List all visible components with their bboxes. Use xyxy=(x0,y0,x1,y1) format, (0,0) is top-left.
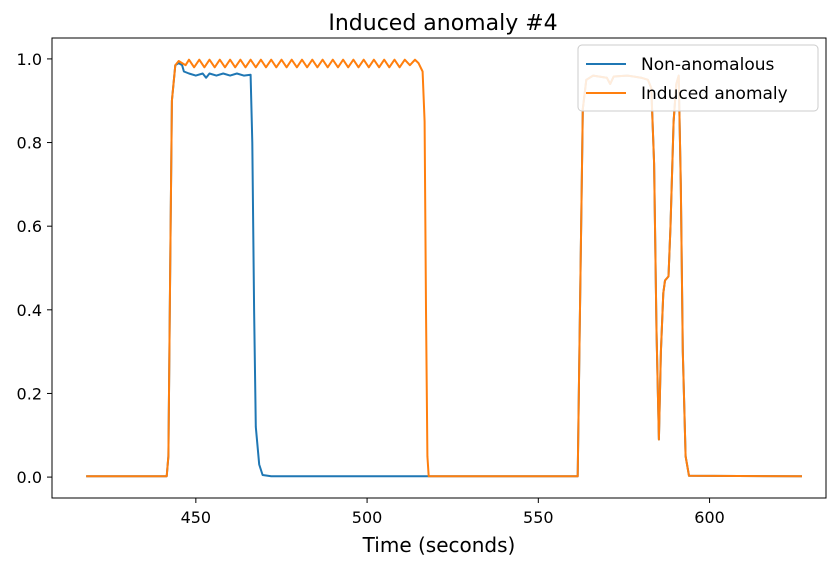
series-line-non-anomalous xyxy=(86,62,803,478)
x-tick-label: 450 xyxy=(181,508,212,527)
legend-label-induced-anomaly: Induced anomaly xyxy=(641,84,788,104)
plot-area xyxy=(86,58,803,478)
y-tick-label: 1.0 xyxy=(17,50,42,69)
axes-frame xyxy=(51,37,827,499)
x-tick-label: 550 xyxy=(523,508,554,527)
x-tick-label: 600 xyxy=(694,508,725,527)
legend-label-non-anomalous: Non-anomalous xyxy=(641,55,774,75)
y-tick-label: 0.8 xyxy=(17,134,42,153)
x-axis-label: Time (seconds) xyxy=(362,533,516,557)
y-tick-label: 0.0 xyxy=(17,468,42,487)
y-tick-label: 0.4 xyxy=(17,301,42,320)
legend-box xyxy=(577,44,819,112)
x-tick-label: 500 xyxy=(352,508,383,527)
y-tick-label: 0.6 xyxy=(17,217,42,236)
y-axis: 0.0 0.2 0.4 0.6 0.8 1.0 xyxy=(17,50,52,487)
chart-title: Induced anomaly #4 xyxy=(328,11,557,36)
x-axis: 450 500 550 600 xyxy=(181,498,725,527)
series-line-induced-anomaly xyxy=(86,58,803,478)
legend: Non-anomalous Induced anomaly xyxy=(577,44,819,112)
y-tick-label: 0.2 xyxy=(17,384,42,403)
